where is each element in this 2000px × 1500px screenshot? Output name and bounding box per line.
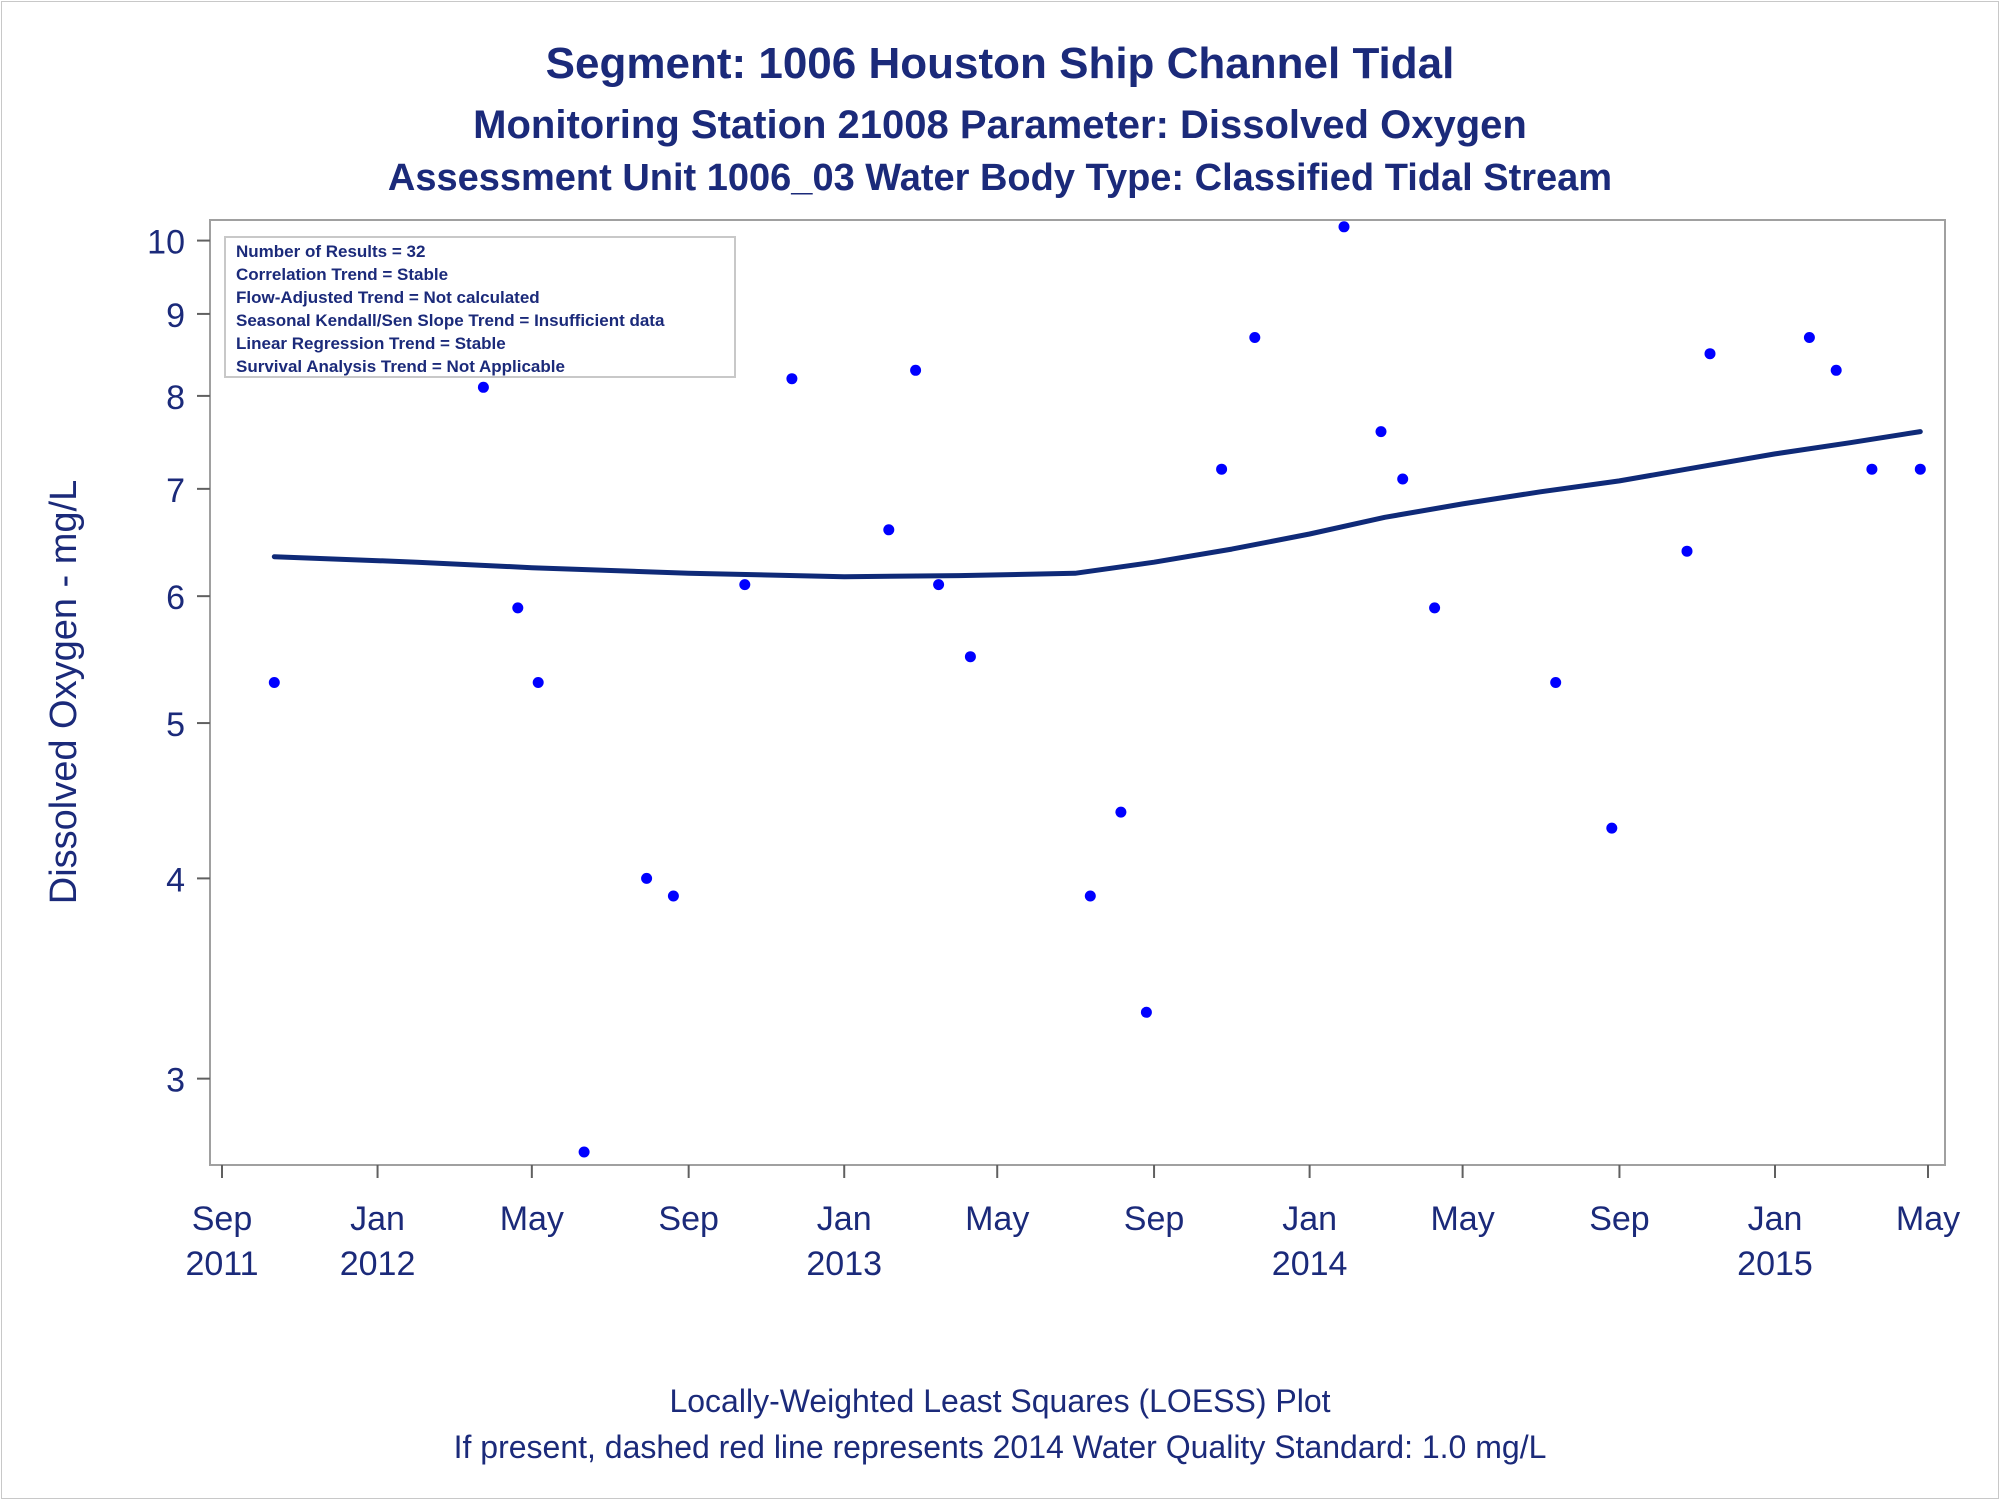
chart-title: Segment: 1006 Houston Ship Channel Tidal — [546, 39, 1455, 88]
stats-line: Survival Analysis Trend = Not Applicable — [236, 357, 565, 376]
chart-subtitle-station: Monitoring Station 21008 Parameter: Diss… — [473, 103, 1527, 147]
x-tick-label-year: 2014 — [1272, 1245, 1348, 1283]
data-point — [883, 524, 895, 536]
y-tick-label: 7 — [166, 472, 185, 510]
data-point — [477, 381, 489, 393]
data-point — [1830, 364, 1842, 376]
stats-line: Flow-Adjusted Trend = Not calculated — [236, 288, 540, 307]
data-point — [1249, 332, 1261, 343]
data-point — [532, 677, 544, 688]
footnote-standard: If present, dashed red line represents 2… — [454, 1429, 1547, 1465]
x-tick-label-month: Jan — [350, 1200, 405, 1238]
footnote-loess: Locally-Weighted Least Squares (LOESS) P… — [669, 1383, 1330, 1419]
data-point — [1375, 426, 1387, 438]
x-tick-label-year: 2013 — [806, 1245, 882, 1283]
y-tick-label: 4 — [166, 861, 185, 899]
x-tick-label-month: Jan — [1748, 1200, 1803, 1238]
data-point — [1550, 677, 1562, 688]
x-tick-label-month: Sep — [658, 1200, 719, 1238]
data-point — [1140, 1006, 1152, 1018]
data-point — [964, 651, 976, 663]
x-tick-label-month: Sep — [1589, 1200, 1650, 1238]
x-tick-label-month: Sep — [1124, 1200, 1185, 1238]
stats-line: Correlation Trend = Stable — [236, 265, 448, 284]
stats-line: Linear Regression Trend = Stable — [236, 334, 506, 353]
data-point — [667, 890, 679, 902]
stats-box — [224, 236, 736, 378]
data-point — [1216, 463, 1228, 475]
data-point — [578, 1146, 590, 1158]
x-tick-label-month: May — [1896, 1200, 1960, 1238]
data-point — [512, 602, 524, 614]
data-point — [1681, 545, 1693, 557]
data-point — [910, 364, 922, 376]
data-point — [1704, 348, 1716, 360]
data-point — [268, 677, 280, 688]
data-point — [1338, 221, 1350, 233]
x-tick-label-month: Jan — [1282, 1200, 1337, 1238]
y-tick-label: 9 — [166, 297, 185, 335]
y-tick-label: 6 — [166, 579, 185, 617]
x-tick-label-year: 2012 — [340, 1245, 416, 1283]
data-point — [1866, 463, 1878, 475]
loess-curve — [271, 429, 1923, 580]
data-point — [933, 579, 945, 591]
x-tick-label-year: 2011 — [185, 1245, 258, 1283]
data-point — [1397, 473, 1409, 485]
data-point — [1606, 822, 1618, 834]
y-tick-label: 10 — [147, 224, 185, 262]
data-point — [641, 872, 653, 884]
data-point — [739, 579, 751, 591]
stats-lines: Number of Results = 32 Correlation Trend … — [236, 242, 665, 376]
x-tick-label-month: May — [1430, 1200, 1494, 1238]
y-tick-label: 3 — [166, 1062, 185, 1100]
data-point — [1914, 463, 1926, 475]
data-point — [1803, 332, 1815, 343]
plot-area — [209, 219, 1946, 1166]
x-tick-label-month: Jan — [817, 1200, 872, 1238]
stats-line: Number of Results = 32 — [236, 242, 425, 261]
loess-layer — [271, 429, 1923, 580]
data-point — [786, 373, 798, 385]
x-tick-label-month: Sep — [192, 1200, 253, 1238]
x-axis: Sep 2011 Jan 2012 May Sep Jan 2013 May Sep Jan 2014… — [185, 1165, 1960, 1283]
data-point — [1115, 806, 1127, 818]
chart-subtitle-assessment: Assessment Unit 1006_03 Water Body Type:… — [388, 157, 1612, 199]
y-tick-label: 8 — [166, 379, 185, 417]
x-tick-label-month: May — [965, 1200, 1029, 1238]
x-tick-label-month: May — [500, 1200, 564, 1238]
data-point — [1429, 602, 1441, 614]
data-point — [1084, 890, 1096, 902]
y-axis: 3 4 5 6 7 8 9 10 — [147, 224, 210, 1100]
y-tick-label: 5 — [166, 706, 185, 744]
stats-line: Seasonal Kendall/Sen Slope Trend = Insuf… — [236, 311, 665, 330]
x-tick-label-year: 2015 — [1737, 1245, 1813, 1283]
y-axis-label: Dissolved Oxygen - mg/L — [43, 480, 85, 905]
